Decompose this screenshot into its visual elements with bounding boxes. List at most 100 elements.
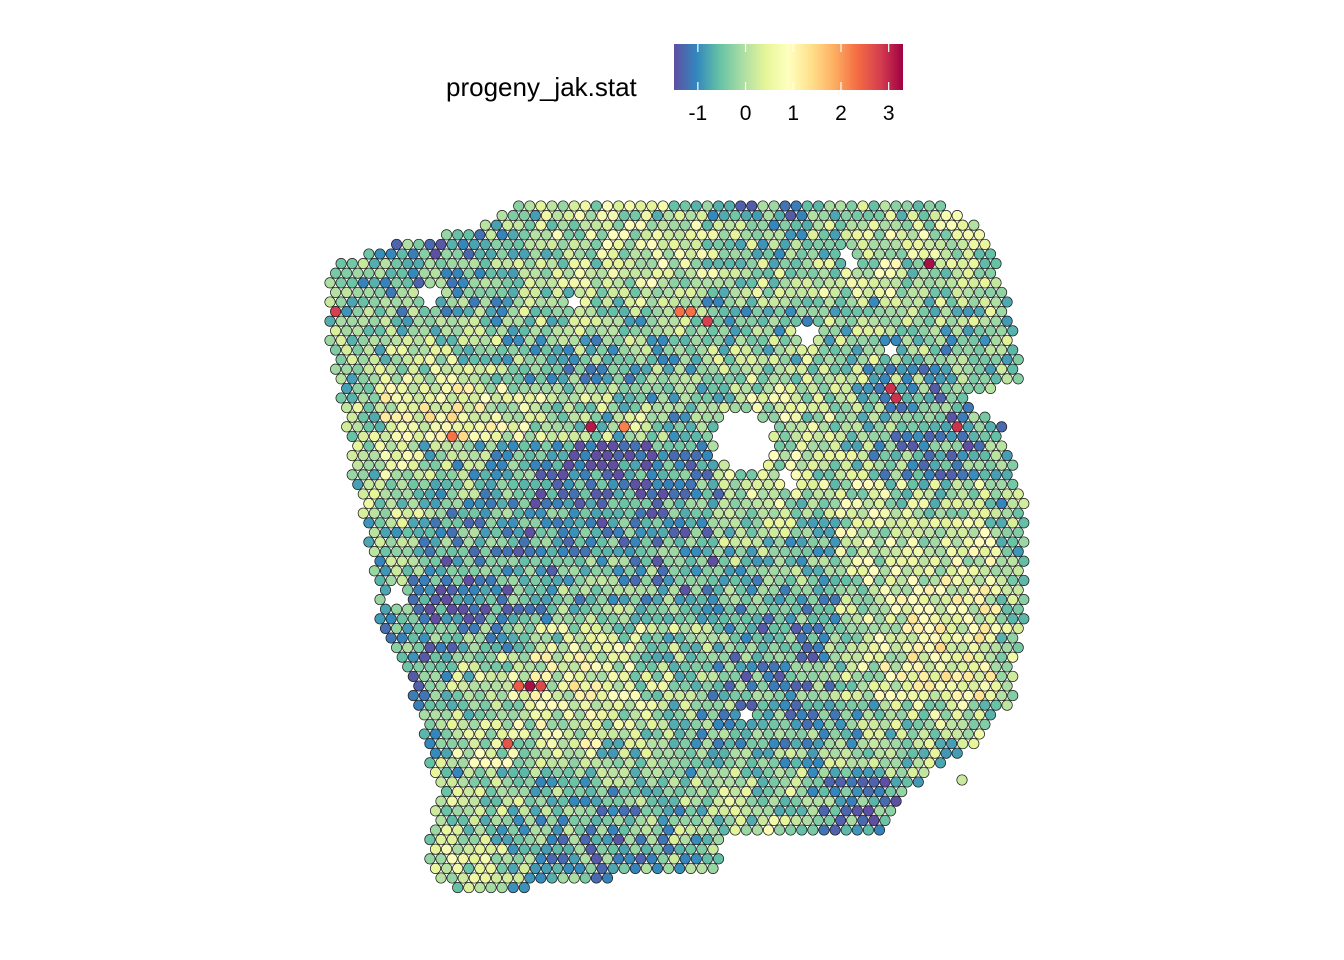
- spot: [712, 699, 725, 711]
- spot: [835, 526, 847, 538]
- spot: [407, 651, 419, 663]
- spot: [707, 363, 719, 375]
- spot: [552, 728, 564, 740]
- spot: [679, 526, 691, 538]
- spot: [907, 382, 919, 394]
- spot: [563, 843, 575, 855]
- spot: [685, 709, 697, 721]
- spot: [546, 699, 558, 711]
- spot: [651, 517, 664, 529]
- spot: [418, 325, 430, 337]
- spot: [341, 325, 353, 337]
- spot: [946, 373, 958, 385]
- spot: [402, 392, 414, 404]
- spot: [574, 325, 586, 337]
- spot: [479, 622, 491, 634]
- spot: [1007, 555, 1019, 567]
- spot: [502, 546, 514, 558]
- spot: [868, 334, 880, 346]
- spot: [912, 661, 924, 673]
- spot: [324, 334, 336, 346]
- spot: [812, 411, 824, 423]
- spot: [485, 229, 497, 241]
- spot: [701, 219, 713, 231]
- spot: [579, 642, 591, 654]
- spot: [768, 603, 780, 615]
- spot: [435, 488, 447, 500]
- spot: [840, 440, 852, 452]
- spot: [685, 325, 697, 337]
- spot: [624, 642, 636, 654]
- spot: [746, 258, 758, 270]
- spot: [907, 728, 919, 740]
- spot: [707, 382, 719, 394]
- spot: [901, 488, 913, 500]
- spot: [385, 613, 397, 625]
- spot: [868, 699, 880, 711]
- spot: [524, 392, 536, 404]
- spot: [579, 584, 591, 596]
- spot: [823, 200, 836, 212]
- spot: [940, 402, 952, 414]
- spot: [579, 488, 591, 500]
- spot: [796, 670, 808, 682]
- spot: [712, 584, 725, 596]
- spot: [552, 286, 564, 298]
- spot: [957, 603, 969, 615]
- spot: [968, 642, 980, 654]
- spot: [984, 267, 997, 279]
- spot: [552, 478, 564, 490]
- spot: [513, 450, 525, 462]
- spot: [674, 421, 686, 433]
- spot: [1018, 594, 1030, 606]
- spot: [446, 565, 458, 577]
- spot: [407, 402, 419, 414]
- spot: [407, 325, 419, 337]
- spot: [712, 622, 725, 634]
- spot: [346, 392, 358, 404]
- spot: [973, 690, 985, 702]
- spot: [452, 632, 464, 644]
- spot: [552, 210, 564, 222]
- spot: [818, 478, 830, 490]
- spot: [585, 747, 597, 759]
- spot: [407, 267, 419, 279]
- spot: [901, 757, 913, 769]
- spot: [452, 440, 464, 452]
- spot: [946, 699, 958, 711]
- spot: [446, 238, 458, 250]
- spot: [857, 258, 869, 270]
- spot: [984, 555, 997, 567]
- spot: [801, 488, 813, 500]
- spot: [557, 718, 569, 730]
- spot: [768, 469, 780, 481]
- spot: [934, 469, 947, 481]
- spot: [968, 334, 980, 346]
- spot: [818, 210, 830, 222]
- spot: [441, 574, 453, 586]
- spot: [1001, 526, 1013, 538]
- spot: [568, 853, 580, 865]
- spot: [779, 430, 791, 442]
- spot: [735, 546, 747, 558]
- spot: [962, 306, 974, 318]
- spot: [835, 622, 847, 634]
- spot: [873, 824, 886, 836]
- spot: [540, 824, 553, 836]
- spot: [357, 392, 369, 404]
- spot: [873, 382, 886, 394]
- spot: [857, 699, 869, 711]
- spot: [546, 853, 558, 865]
- spot: [740, 325, 752, 337]
- spot: [951, 478, 963, 490]
- spot: [973, 478, 985, 490]
- spot: [613, 334, 625, 346]
- spot: [984, 536, 997, 548]
- spot: [668, 642, 680, 654]
- spot: [968, 680, 980, 692]
- spot: [873, 766, 886, 778]
- spot: [324, 277, 336, 289]
- spot: [901, 392, 913, 404]
- spot: [563, 574, 575, 586]
- spot: [973, 344, 985, 356]
